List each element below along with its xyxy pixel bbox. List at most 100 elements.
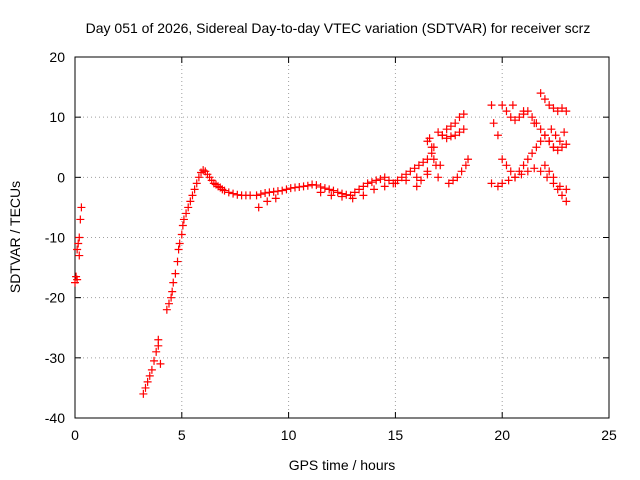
data-point: [295, 182, 304, 191]
data-point: [459, 125, 468, 134]
data-point: [141, 383, 150, 392]
data-point: [493, 131, 502, 140]
data-point: [517, 170, 526, 179]
x-tick-label: 10: [281, 427, 297, 443]
data-point: [558, 104, 567, 113]
data-point: [545, 167, 554, 176]
data-point: [545, 137, 554, 146]
y-tick-label: 0: [57, 169, 65, 185]
data-point: [528, 149, 537, 158]
data-point: [530, 164, 539, 173]
x-axis-label: GPS time / hours: [289, 457, 396, 473]
data-point: [506, 167, 515, 176]
chart-title: Day 051 of 2026, Sidereal Day-to-day VTE…: [86, 20, 591, 36]
data-point: [169, 278, 178, 287]
data-point: [329, 186, 338, 195]
data-point: [164, 299, 173, 308]
data-point: [286, 184, 295, 193]
data-point: [489, 119, 498, 128]
data-point: [562, 197, 571, 206]
data-point: [410, 164, 419, 173]
data-point: [271, 194, 280, 203]
data-point: [359, 191, 368, 200]
data-point: [316, 188, 325, 197]
data-point: [553, 146, 562, 155]
data-point: [380, 173, 389, 182]
y-tick-label: -20: [45, 290, 65, 306]
data-point: [555, 137, 564, 146]
data-point: [446, 122, 455, 131]
data-point: [558, 191, 567, 200]
data-point: [299, 182, 308, 191]
data-point: [417, 176, 426, 185]
tick-layer: 0 5 10 15 20 25 -40 -30 -20 -10 0 10 20: [45, 49, 617, 443]
data-point: [540, 161, 549, 170]
data-point: [333, 188, 342, 197]
data-point: [553, 185, 562, 194]
data-point: [457, 167, 466, 176]
data-point: [519, 161, 528, 170]
data-point: [444, 179, 453, 188]
y-tick-label: -40: [45, 410, 65, 426]
data-point: [553, 107, 562, 116]
data-point: [273, 187, 282, 196]
data-point: [145, 371, 154, 380]
y-tick-label: -10: [45, 230, 65, 246]
data-point: [167, 293, 176, 302]
data-point: [528, 113, 537, 122]
data-point: [75, 233, 84, 242]
data-point: [523, 155, 532, 164]
data-point: [423, 170, 432, 179]
data-point: [412, 173, 421, 182]
x-tick-label: 15: [388, 427, 404, 443]
data-point: [436, 161, 445, 170]
data-point: [171, 269, 180, 278]
data-point: [76, 215, 85, 224]
data-point: [453, 173, 462, 182]
data-point: [397, 173, 406, 182]
data-point: [536, 89, 545, 98]
data-point: [224, 188, 233, 197]
series-pre-dawn: [139, 335, 165, 398]
data-point: [261, 188, 270, 197]
data-point: [504, 176, 513, 185]
data-point: [338, 192, 346, 201]
data-point: [515, 113, 524, 122]
data-point: [194, 173, 203, 182]
data-point: [558, 143, 567, 152]
data-point: [162, 305, 171, 314]
data-point: [174, 245, 183, 254]
data-point: [143, 377, 152, 386]
series-rise: [162, 166, 255, 314]
data-point: [269, 187, 278, 196]
data-point: [220, 186, 229, 195]
data-point: [455, 113, 464, 122]
data-point: [177, 230, 186, 239]
data-point: [442, 134, 451, 143]
data-point: [179, 215, 188, 224]
data-point: [498, 179, 507, 188]
data-point: [367, 178, 376, 187]
data-point: [312, 181, 321, 190]
data-point: [291, 183, 300, 192]
data-point: [508, 101, 517, 110]
data-point: [523, 167, 532, 176]
data-point: [502, 161, 511, 170]
data-point: [363, 179, 372, 188]
data-point: [73, 245, 82, 254]
data-points-layer: [71, 89, 571, 398]
data-point: [459, 110, 468, 119]
data-point: [263, 197, 272, 206]
y-tick-label: 10: [49, 109, 65, 125]
data-point: [327, 191, 336, 200]
data-point: [190, 185, 199, 194]
data-point: [451, 119, 460, 128]
data-point: [406, 167, 415, 176]
data-point: [384, 176, 393, 185]
data-point: [498, 155, 507, 164]
data-point: [348, 194, 357, 203]
data-point: [536, 137, 545, 146]
data-point: [380, 182, 389, 191]
data-point: [461, 161, 470, 170]
data-point: [536, 125, 545, 134]
